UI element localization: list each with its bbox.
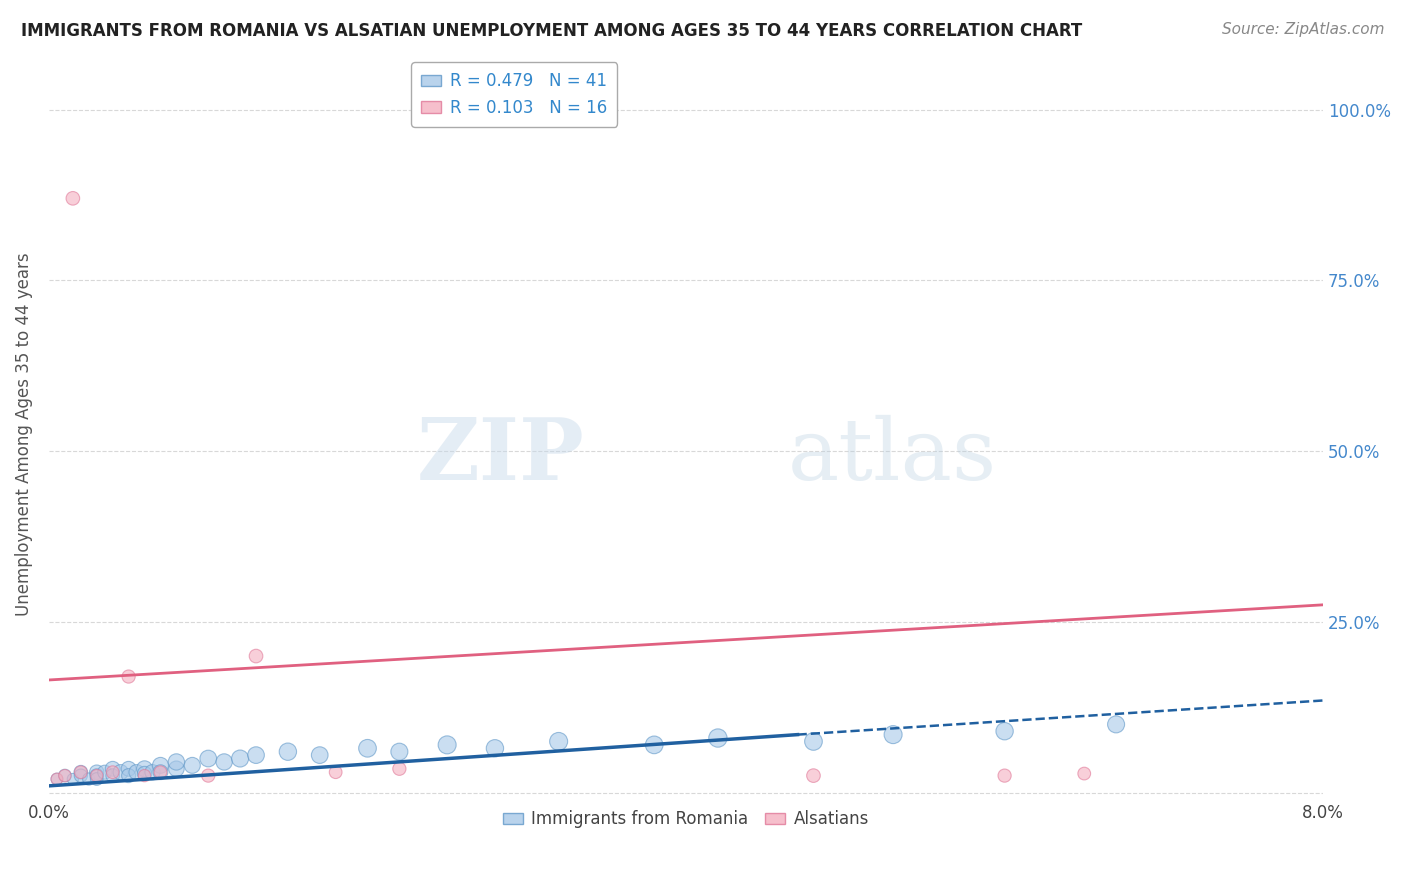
Point — [69, 765, 91, 780]
Text: Source: ZipAtlas.com: Source: ZipAtlas.com — [1222, 22, 1385, 37]
Point — [117, 769, 139, 783]
Text: atlas: atlas — [787, 415, 997, 498]
Point — [117, 762, 139, 776]
Point — [134, 769, 156, 783]
Point — [356, 741, 378, 756]
Point — [197, 769, 219, 783]
Point — [643, 738, 665, 752]
Point — [45, 772, 67, 786]
Point — [149, 765, 172, 780]
Point — [994, 724, 1017, 739]
Point — [110, 765, 132, 780]
Point — [149, 758, 172, 772]
Point — [86, 772, 108, 786]
Point — [141, 765, 163, 780]
Point — [229, 751, 252, 765]
Point — [547, 734, 569, 748]
Point — [62, 772, 84, 786]
Point — [86, 769, 108, 783]
Point — [125, 765, 148, 780]
Point — [165, 762, 187, 776]
Point — [101, 769, 124, 783]
Point — [77, 772, 100, 786]
Point — [181, 758, 204, 772]
Point — [308, 748, 330, 763]
Point — [388, 762, 411, 776]
Point — [212, 755, 235, 769]
Point — [197, 751, 219, 765]
Point — [1105, 717, 1128, 731]
Point — [803, 734, 825, 748]
Point — [436, 738, 458, 752]
Point — [86, 769, 108, 783]
Point — [101, 762, 124, 776]
Point — [45, 772, 67, 786]
Point — [53, 769, 76, 783]
Point — [62, 191, 84, 205]
Point — [134, 766, 156, 780]
Point — [803, 769, 825, 783]
Point — [707, 731, 730, 745]
Y-axis label: Unemployment Among Ages 35 to 44 years: Unemployment Among Ages 35 to 44 years — [15, 252, 32, 615]
Point — [117, 669, 139, 683]
Point — [245, 748, 267, 763]
Point — [101, 765, 124, 780]
Point — [93, 765, 115, 780]
Point — [882, 728, 904, 742]
Point — [53, 769, 76, 783]
Point — [149, 765, 172, 780]
Point — [245, 648, 267, 663]
Point — [134, 762, 156, 776]
Point — [388, 745, 411, 759]
Text: IMMIGRANTS FROM ROMANIA VS ALSATIAN UNEMPLOYMENT AMONG AGES 35 TO 44 YEARS CORRE: IMMIGRANTS FROM ROMANIA VS ALSATIAN UNEM… — [21, 22, 1083, 40]
Point — [484, 741, 506, 756]
Point — [277, 745, 299, 759]
Point — [69, 769, 91, 783]
Point — [1073, 766, 1095, 780]
Point — [165, 755, 187, 769]
Point — [69, 765, 91, 780]
Text: ZIP: ZIP — [416, 414, 583, 498]
Point — [325, 765, 347, 780]
Legend: Immigrants from Romania, Alsatians: Immigrants from Romania, Alsatians — [496, 804, 876, 835]
Point — [86, 765, 108, 780]
Point — [994, 769, 1017, 783]
